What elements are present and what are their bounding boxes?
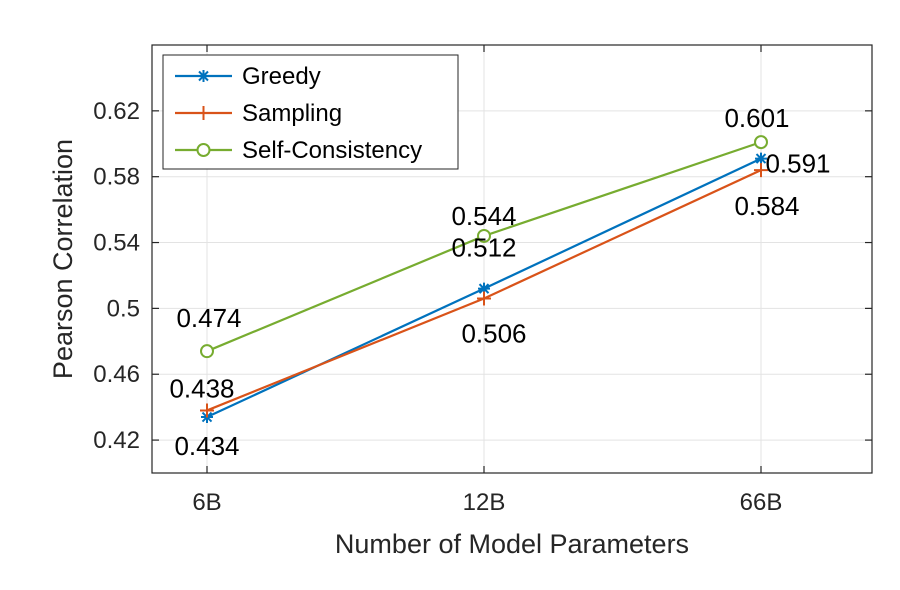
y-tick-label: 0.58 — [93, 164, 140, 191]
data-point — [755, 152, 767, 165]
legend-marker-shape — [196, 106, 211, 120]
x-tick-label: 6B — [192, 489, 221, 516]
legend-marker — [196, 143, 211, 157]
y-tick-label: 0.5 — [107, 295, 140, 322]
y-tick-label: 0.62 — [93, 98, 140, 125]
data-point — [200, 344, 214, 359]
y-tick-label: 0.42 — [93, 427, 140, 454]
data-label: 0.506 — [461, 319, 526, 349]
legend-marker — [196, 106, 211, 120]
data-point — [477, 291, 491, 306]
data-label: 0.584 — [734, 191, 799, 221]
y-tick-label: 0.54 — [93, 230, 140, 257]
x-tick-label: 66B — [740, 489, 783, 516]
data-point-shape — [754, 135, 768, 150]
data-point — [754, 163, 768, 178]
data-point-shape — [754, 163, 768, 178]
data-label: 0.434 — [174, 431, 239, 461]
data-label: 0.591 — [765, 149, 830, 179]
legend-entry: Self-Consistency — [175, 137, 422, 164]
data-point-shape — [200, 344, 214, 359]
data-point — [754, 135, 768, 150]
plot-frame — [151, 44, 873, 474]
y-tick-label: 0.46 — [93, 361, 140, 388]
legend-label: Self-Consistency — [242, 137, 422, 164]
axis-ticks: 6B 12B 66B 0.42 0.46 0.5 0.54 0.58 0.62 — [93, 45, 872, 516]
legend-marker-shape — [197, 70, 210, 82]
legend-label: Sampling — [242, 100, 342, 127]
data-label: 0.438 — [169, 373, 234, 403]
data-label: 0.601 — [724, 103, 789, 133]
data-point-shape — [755, 152, 767, 165]
legend-label: Greedy — [242, 63, 321, 90]
legend-entry: Greedy — [175, 63, 321, 90]
data-point — [477, 228, 491, 243]
legend-marker-shape — [196, 143, 211, 157]
data-point — [478, 282, 490, 295]
series-sampling — [200, 163, 768, 418]
series-self-consistency — [200, 135, 768, 359]
x-axis-label: Number of Model Parameters — [335, 529, 689, 559]
data-point-shape — [200, 403, 214, 418]
data-label: 0.474 — [176, 303, 241, 333]
data-labels: 0.434 0.512 0.591 0.438 0.506 0.584 0.474 0.544… — [169, 103, 830, 461]
data-point-shape — [477, 228, 491, 243]
x-tick-label: 12B — [463, 489, 506, 516]
data-label: 0.512 — [451, 233, 516, 263]
legend-marker — [197, 70, 210, 82]
data-point-shape — [477, 291, 491, 306]
data-label: 0.544 — [451, 201, 516, 231]
series-layer — [200, 135, 768, 424]
y-axis-label: Pearson Correlation — [48, 139, 78, 379]
legend: Greedy Sampling Self-Consistency — [162, 54, 459, 170]
legend-entry: Sampling — [175, 100, 342, 127]
data-point-shape — [478, 282, 490, 295]
data-point — [200, 403, 214, 418]
